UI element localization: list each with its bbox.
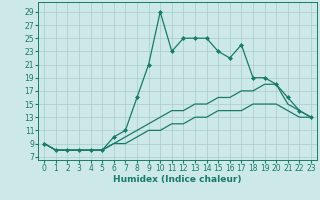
- X-axis label: Humidex (Indice chaleur): Humidex (Indice chaleur): [113, 175, 242, 184]
